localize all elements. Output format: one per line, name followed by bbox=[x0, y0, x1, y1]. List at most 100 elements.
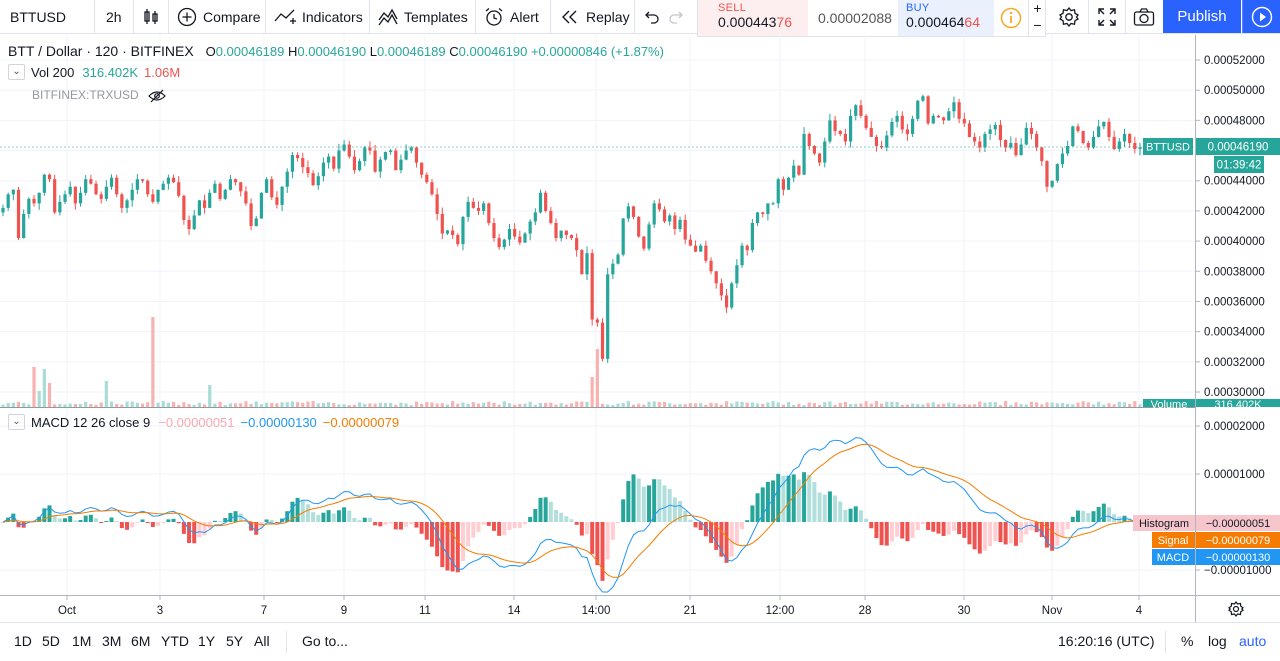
plus-icon[interactable]: + bbox=[1033, 0, 1042, 16]
histogram-bar bbox=[1003, 522, 1008, 545]
volume-bar bbox=[425, 402, 429, 407]
goto-button[interactable]: Go to... bbox=[302, 633, 348, 649]
volume-bar bbox=[874, 401, 879, 407]
range-button-1y[interactable]: 1Y bbox=[198, 633, 216, 649]
fullscreen-button[interactable] bbox=[1097, 0, 1117, 33]
replay-button[interactable]: Replay bbox=[560, 0, 630, 33]
indicators-button[interactable]: Indicators bbox=[274, 0, 363, 33]
candle-body bbox=[1045, 161, 1049, 187]
candle-body bbox=[1081, 130, 1085, 143]
histogram-bar bbox=[920, 522, 925, 525]
candle-body bbox=[22, 213, 26, 239]
candle-body bbox=[192, 215, 196, 230]
volume-bar bbox=[306, 401, 310, 407]
histogram-bar bbox=[889, 522, 894, 542]
volume-bar bbox=[724, 401, 729, 407]
histogram-bar bbox=[703, 522, 708, 537]
collapse-chevron-icon[interactable]: ⌄ bbox=[8, 64, 25, 80]
candle-body bbox=[290, 155, 295, 172]
price-tick-label: 0.00040000 bbox=[1204, 236, 1265, 248]
range-button-1m[interactable]: 1M bbox=[72, 633, 92, 649]
histogram-bar bbox=[362, 517, 367, 522]
volume-bar bbox=[647, 401, 651, 407]
histogram-bar bbox=[936, 522, 941, 534]
play-button[interactable] bbox=[1242, 0, 1280, 33]
histogram-bar bbox=[259, 522, 264, 529]
chart-style-button[interactable] bbox=[142, 0, 160, 33]
range-button-5d[interactable]: 5D bbox=[42, 633, 60, 649]
candle-body bbox=[730, 283, 734, 308]
histogram-bar bbox=[879, 522, 884, 546]
macd-axis[interactable]: 0.00002000 0.00001000 −0.00001000 bbox=[1195, 421, 1271, 577]
templates-button[interactable]: Templates bbox=[378, 0, 468, 33]
macd-indicator-name[interactable]: MACD 12 26 close 9 bbox=[31, 414, 151, 430]
price-tick-label: 0.00052000 bbox=[1204, 55, 1265, 67]
histogram-bar bbox=[719, 522, 724, 557]
volume-bar bbox=[316, 403, 320, 407]
interval-button[interactable]: 2h bbox=[106, 0, 122, 33]
candle-body bbox=[993, 124, 997, 130]
chart-canvas[interactable]: 0.000520000.000500000.000480000.00046000… bbox=[0, 35, 1280, 622]
range-button-6m[interactable]: 6M bbox=[131, 633, 151, 649]
percent-scale-toggle[interactable]: % bbox=[1181, 633, 1194, 649]
histogram-bar bbox=[874, 522, 879, 539]
snapshot-button[interactable] bbox=[1133, 0, 1155, 33]
volume-bar bbox=[1029, 401, 1034, 407]
volume-bar bbox=[750, 402, 754, 407]
chart-settings-gear-icon[interactable] bbox=[1228, 601, 1244, 617]
candle-body bbox=[445, 230, 450, 234]
symbol-search-button[interactable]: BTTUSD bbox=[10, 0, 66, 33]
range-button-1d[interactable]: 1D bbox=[14, 633, 32, 649]
volume-bar bbox=[1004, 401, 1008, 407]
volume-bar bbox=[761, 404, 765, 407]
signal-tag-value: −0.00000079 bbox=[1206, 535, 1271, 547]
log-scale-toggle[interactable]: log bbox=[1208, 633, 1227, 649]
volume-bar bbox=[678, 404, 682, 407]
candle-body bbox=[786, 177, 791, 190]
range-button-3m[interactable]: 3M bbox=[102, 633, 122, 649]
alert-button[interactable]: Alert bbox=[484, 0, 539, 33]
volume-bar bbox=[414, 401, 419, 407]
candle-body bbox=[301, 158, 305, 168]
publish-button[interactable]: Publish bbox=[1163, 0, 1241, 33]
histogram-bar bbox=[977, 522, 982, 554]
candle-body bbox=[476, 207, 481, 211]
histogram-bar bbox=[1127, 518, 1132, 522]
buy-button[interactable]: BUY 0.00046464 bbox=[898, 0, 994, 36]
candle-body bbox=[631, 206, 636, 217]
histogram-bar bbox=[553, 509, 558, 522]
info-icon[interactable] bbox=[1000, 7, 1022, 29]
price-axis[interactable]: 0.000520000.000500000.000480000.00046000… bbox=[1195, 55, 1265, 399]
histogram-bar bbox=[709, 522, 714, 543]
candle-body bbox=[187, 219, 191, 230]
range-button-ytd[interactable]: YTD bbox=[161, 633, 189, 649]
histogram-bar bbox=[197, 522, 202, 538]
time-axis[interactable]: Oct 3 7 9 11 14 14:00 21 12:00 28 30 Nov 4 bbox=[58, 595, 1143, 617]
histogram-bar bbox=[1112, 514, 1117, 522]
undo-button[interactable] bbox=[642, 0, 660, 33]
compare-button[interactable]: Compare bbox=[177, 0, 261, 33]
hidden-eye-icon[interactable] bbox=[148, 89, 166, 103]
settings-button[interactable] bbox=[1058, 0, 1080, 33]
range-button-5y[interactable]: 5Y bbox=[226, 633, 244, 649]
collapse-chevron-icon[interactable]: ⌄ bbox=[8, 414, 25, 430]
auto-scale-toggle[interactable]: auto bbox=[1239, 633, 1267, 649]
histogram-bar bbox=[88, 514, 93, 522]
volume-bar bbox=[807, 402, 811, 407]
range-button-all[interactable]: All bbox=[254, 633, 270, 649]
candle-body bbox=[947, 111, 951, 121]
redo-button[interactable] bbox=[668, 0, 686, 33]
histogram-bar bbox=[1029, 522, 1034, 531]
main-legend: BTT / Dollar · 120 · BITFINEX O0.0004618… bbox=[8, 43, 664, 59]
sell-button[interactable]: SELL 0.00044376 bbox=[698, 0, 808, 36]
candle-body bbox=[368, 147, 372, 151]
utc-clock[interactable]: 16:20:16 (UTC) bbox=[1058, 633, 1155, 649]
candle-body bbox=[1004, 139, 1008, 148]
volume-bar bbox=[249, 403, 253, 407]
volume-bar bbox=[812, 403, 817, 407]
volume-bar bbox=[864, 401, 868, 407]
volume-indicator-name[interactable]: Vol 200 bbox=[31, 64, 75, 80]
volume-bar bbox=[202, 404, 207, 407]
minus-icon[interactable]: − bbox=[1033, 17, 1042, 33]
histogram-bar bbox=[858, 510, 863, 522]
